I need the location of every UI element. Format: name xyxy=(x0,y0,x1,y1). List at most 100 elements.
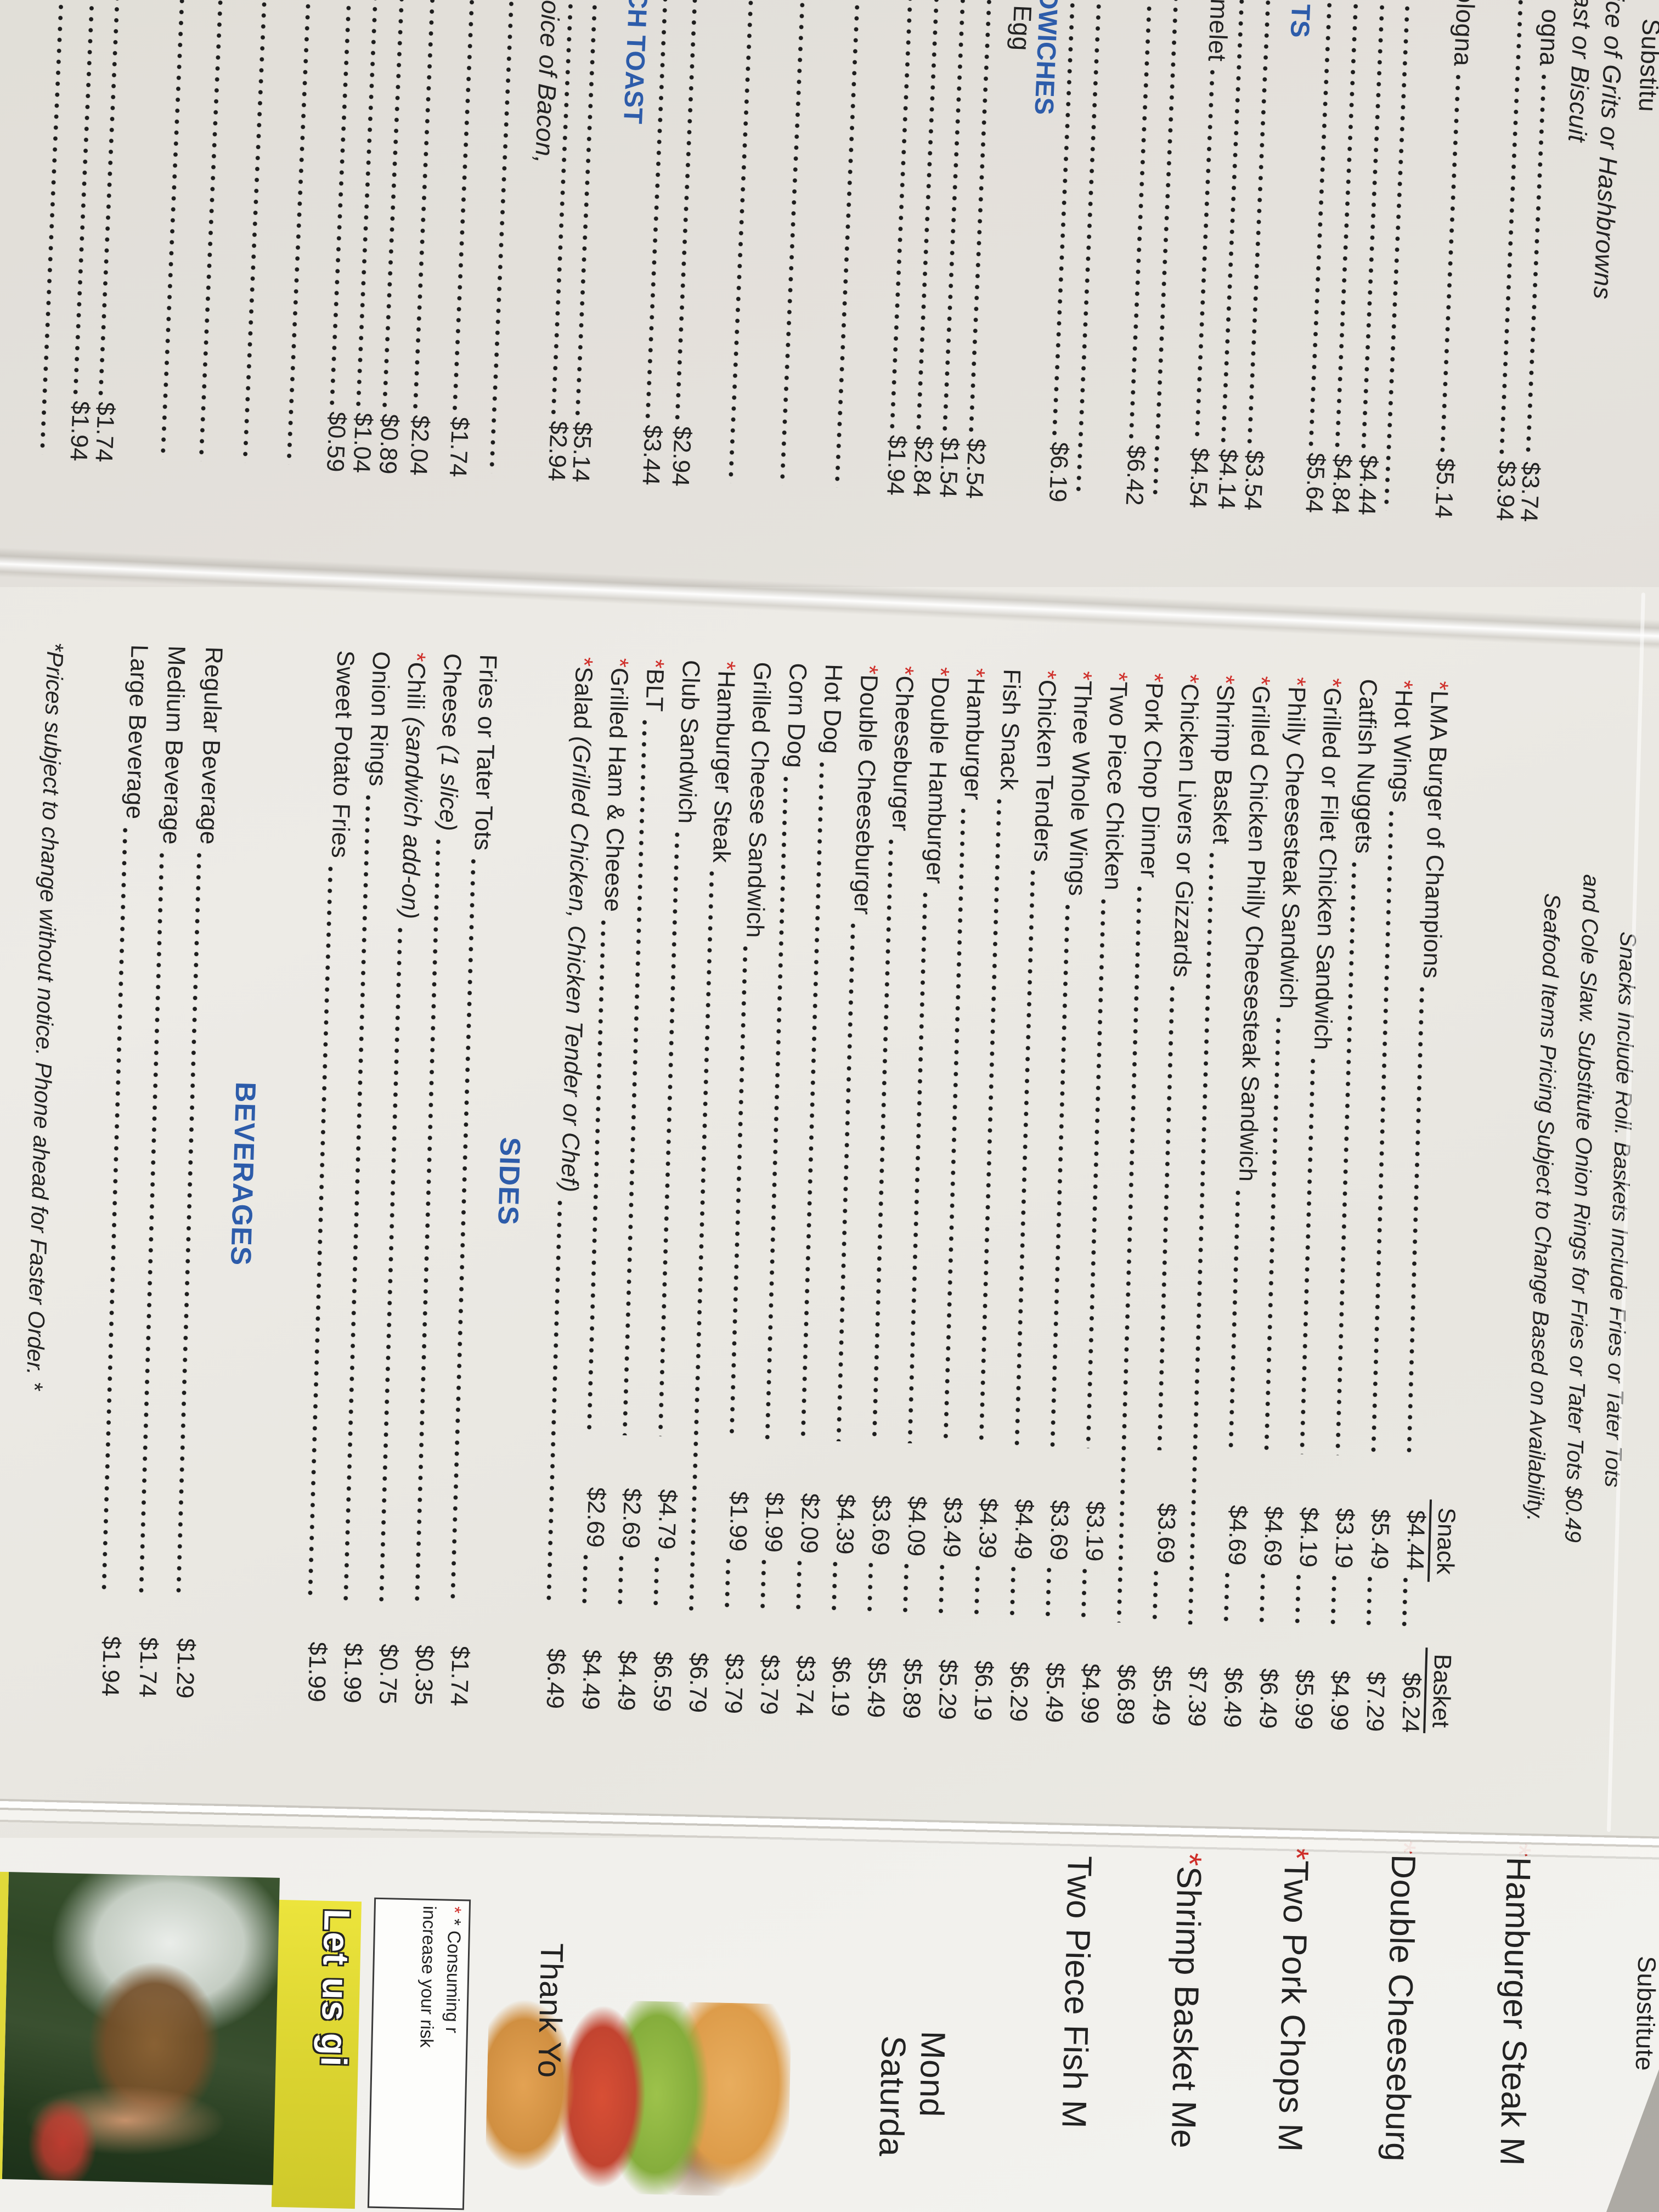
item-name: *Shrimp Basket xyxy=(1207,674,1239,845)
item-name: Fish Snack xyxy=(995,668,1025,791)
breakfast-strip-panel: Substitu ice of Grits or Hashbrowns ast or… xyxy=(0,0,1659,584)
item-name: *Cheeseburger xyxy=(887,665,919,832)
item-name: Sweet Potato Fries xyxy=(326,650,359,859)
meals-line: *Hamburger Steak M xyxy=(1492,1843,1538,2166)
beverages-heading-text: BEVERAGES xyxy=(224,1081,262,1267)
basket-price: $6.29 xyxy=(1005,1661,1034,1723)
item-name: Catfish Nuggets xyxy=(1350,678,1382,855)
basket-price: $5.49 xyxy=(862,1657,891,1718)
snack-price: $4.19 xyxy=(1294,1506,1323,1568)
section-heading-partial: NCH TOAST xyxy=(618,0,653,125)
item-name: Grilled Cheese Sandwich xyxy=(741,662,776,939)
basket-price: $5.99 xyxy=(1290,1669,1319,1730)
burger-photo xyxy=(484,1997,792,2198)
breakfast-line xyxy=(825,0,882,551)
item-name: *Philly Cheesesteak Sandwich xyxy=(1274,676,1311,1009)
basket-price: $5.89 xyxy=(898,1658,927,1719)
meals-line: Two Piece Fish M xyxy=(1054,1855,1099,2129)
basket-price: $6.19 xyxy=(969,1660,998,1722)
red-asterisk-icon: * xyxy=(1034,669,1061,680)
disclaimer-text: *Prices subject to change without notice… xyxy=(21,642,69,1391)
snack-price: $3.19 xyxy=(1330,1508,1359,1569)
dotted-leader xyxy=(729,943,748,1438)
item-price: $1.74 xyxy=(90,401,120,463)
basket-price: $4.99 xyxy=(1325,1670,1355,1731)
item-price: $4.44 xyxy=(1353,454,1383,516)
breakfast-line: ologna $5.14 xyxy=(1428,0,1485,576)
item-price: $2.84 xyxy=(908,436,938,498)
item-price: $1.74 xyxy=(444,416,474,478)
item-name: *Hot Wings xyxy=(1387,679,1418,804)
dotted-leader xyxy=(889,0,918,430)
red-asterisk-icon: * xyxy=(570,656,598,667)
red-asterisk-icon: * xyxy=(1212,674,1239,685)
basket-price: $6.49 xyxy=(541,1648,570,1709)
consuming-raw-warning-box: * * Consuming r increase your risk xyxy=(367,1897,471,2210)
item-name: Fries or Tater Tots xyxy=(469,654,502,851)
item-name: Corn Dog xyxy=(781,662,812,769)
item-name: Medium Beverage xyxy=(157,645,190,845)
dotted-leader xyxy=(1299,1055,1316,1454)
item-name: *Hamburger Steak xyxy=(707,661,741,864)
dotted-leader xyxy=(1009,1563,1017,1621)
item-price: $2.54 xyxy=(960,438,990,500)
item-price: $6.19 xyxy=(1043,441,1074,503)
promo-banner-text: Let us gi xyxy=(313,1908,358,2068)
snack-price: $5.49 xyxy=(1365,1508,1395,1570)
meals-line: Thank Yo xyxy=(531,1943,570,2079)
dotted-leader xyxy=(1152,1567,1159,1625)
meals-line: *Shrimp Basket Me xyxy=(1164,1852,1209,2149)
menu-text-partial: ith Egg xyxy=(1007,0,1039,52)
dotted-leader xyxy=(1156,983,1176,1451)
red-asterisk-icon: * xyxy=(1069,670,1097,681)
dotted-leader xyxy=(1259,1570,1266,1628)
dotted-leader xyxy=(1440,71,1462,453)
basket-price: $3.79 xyxy=(719,1653,748,1714)
item-price: $1.54 xyxy=(934,437,964,499)
item-price: $3.54 xyxy=(1239,449,1269,511)
side-price: $0.35 xyxy=(409,1644,438,1706)
dotted-leader xyxy=(902,1560,910,1618)
dotted-leader xyxy=(286,0,317,465)
red-asterisk-icon: * xyxy=(962,667,990,678)
snack-price: $4.39 xyxy=(973,1498,1002,1559)
basket-price: $6.19 xyxy=(826,1656,855,1718)
dotted-leader xyxy=(1401,1574,1409,1632)
item-name: *Pork Chop Dinner xyxy=(1135,672,1168,878)
snack-column-label: Snack xyxy=(1427,1499,1460,1583)
item-name: *Chicken Livers or Gizzards xyxy=(1168,673,1204,978)
dotted-leader xyxy=(907,889,928,1443)
red-asterisk-icon: * xyxy=(606,657,634,668)
price-disclaimer: *Prices subject to change without notice… xyxy=(4,534,71,1797)
item-name: *Chicken Tenders xyxy=(1029,669,1061,863)
item-price: $4.54 xyxy=(1184,447,1214,509)
snack-price: $2.69 xyxy=(581,1487,611,1548)
item-name: *Grilled or Filet Chicken Sandwich xyxy=(1308,678,1346,1051)
item-price: $1.94 xyxy=(65,400,94,462)
basket-price: $4.99 xyxy=(1076,1663,1105,1724)
item-name: *Three Whole Wings xyxy=(1063,670,1097,897)
basket-price: $4.49 xyxy=(577,1649,606,1711)
dotted-leader xyxy=(586,917,607,1435)
dotted-leader xyxy=(779,0,810,486)
meals-line: Mond xyxy=(912,2030,952,2118)
snack-price: $4.44 xyxy=(1401,1509,1430,1571)
item-name: *Grilled Ham & Cheese xyxy=(599,657,634,913)
item-price: $1.04 xyxy=(347,412,377,474)
snack-price: $3.19 xyxy=(1080,1500,1109,1562)
red-asterisk-icon: * xyxy=(1248,675,1275,686)
item-name: Cheese (1 slice) xyxy=(434,653,466,832)
basket-price: $7.39 xyxy=(1183,1666,1212,1728)
item-name: Onion Rings xyxy=(364,651,395,787)
basket-price: $6.89 xyxy=(1111,1664,1141,1725)
snack-price: $4.39 xyxy=(831,1493,860,1555)
meals-line: *Double Cheeseburg xyxy=(1377,1841,1423,2162)
red-asterisk-icon: * xyxy=(891,665,919,676)
dotted-leader xyxy=(242,0,273,463)
dotted-leader xyxy=(1128,0,1157,440)
snack-price: $4.79 xyxy=(652,1488,681,1550)
red-asterisk-icon: * xyxy=(444,1906,465,1919)
dotted-leader xyxy=(1330,1572,1338,1630)
snack-price: $4.49 xyxy=(1009,1498,1038,1560)
